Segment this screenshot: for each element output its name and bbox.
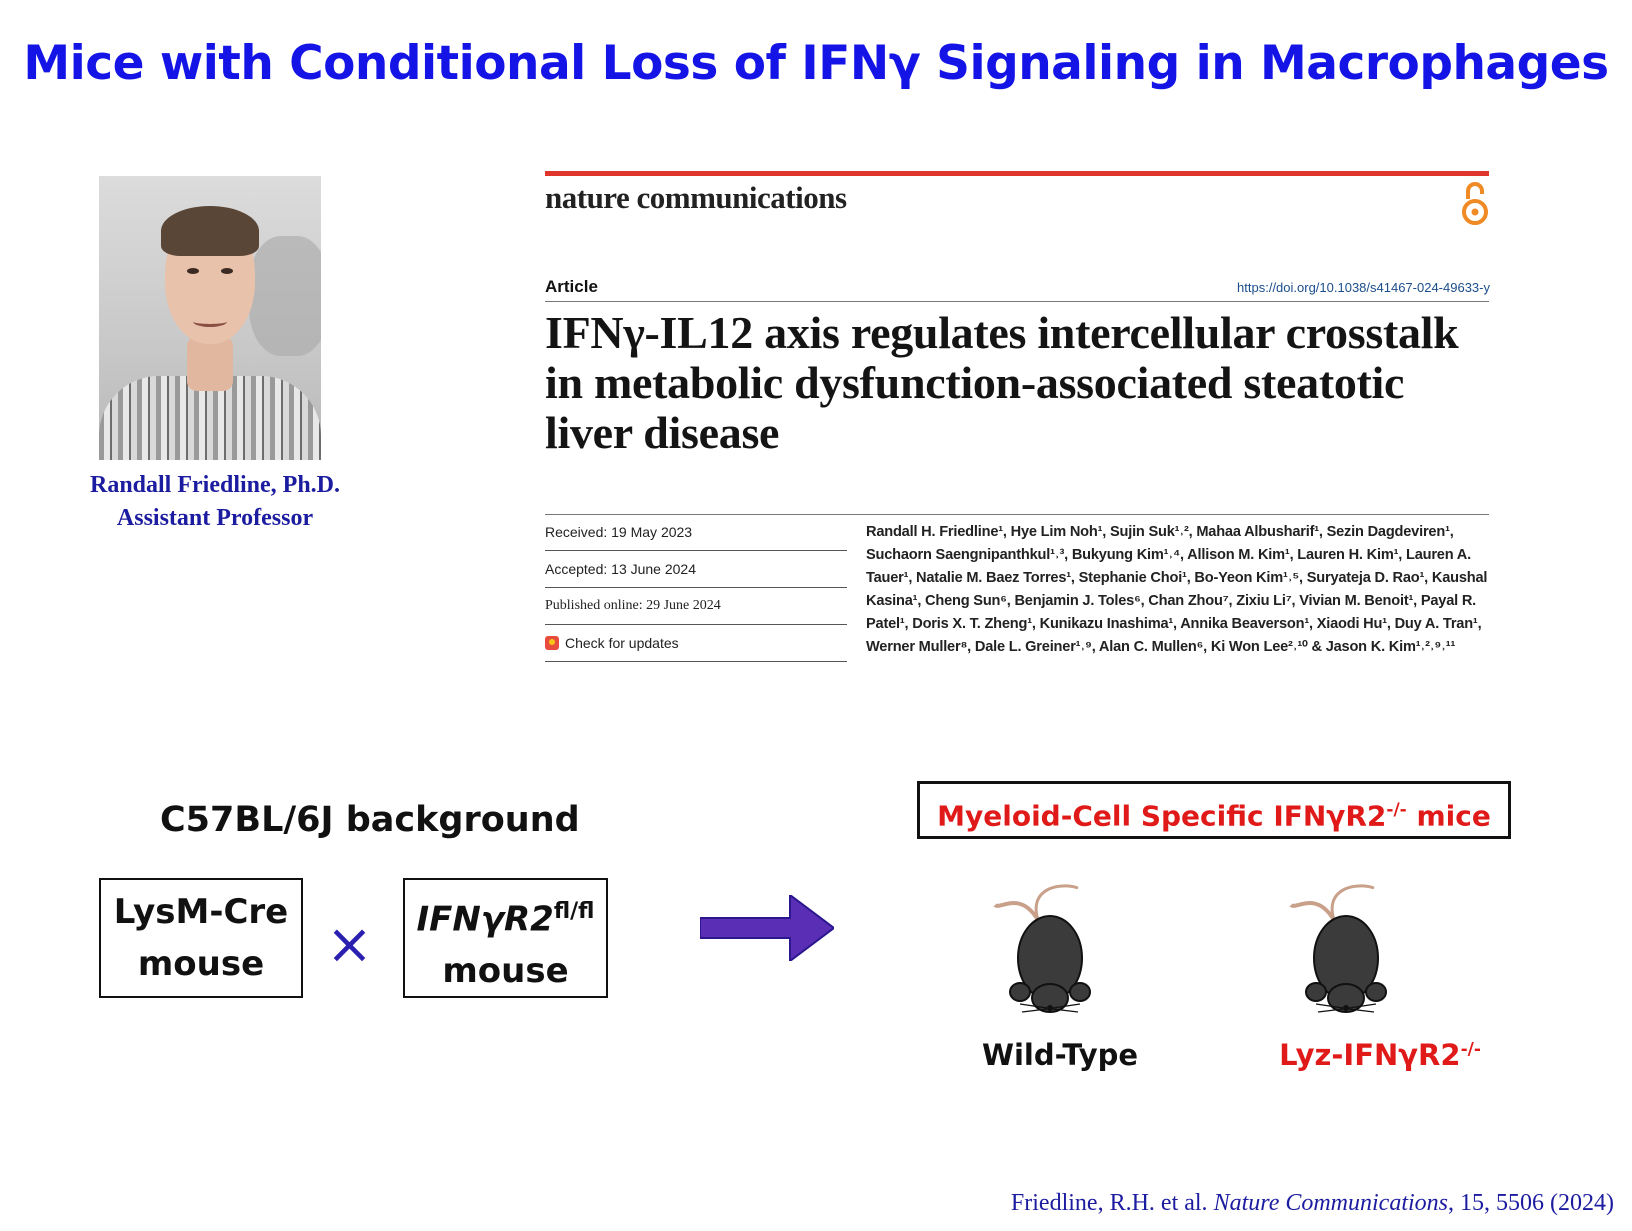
citation-authors: Friedline, R.H. et al. <box>1010 1190 1214 1216</box>
slide-title: Mice with Conditional Loss of IFNγ Signa… <box>23 36 1609 91</box>
mouse-icon <box>993 884 1091 1013</box>
right-arrow-icon <box>700 895 834 961</box>
citation-journal: Nature Communications <box>1213 1190 1449 1216</box>
journal-name: nature communications <box>545 180 847 215</box>
result-title-box: Myeloid-Cell Specific IFNγR2-/- mice <box>917 781 1511 839</box>
mouse-icon <box>1289 884 1387 1013</box>
ifngr2-flox-box: IFNγR2fl/fl mouse <box>403 878 608 998</box>
check-updates-label: Check for updates <box>565 635 679 651</box>
published-date: Published online: 29 June 2024 <box>545 588 847 625</box>
open-access-icon <box>1462 182 1488 225</box>
divider <box>545 301 1489 302</box>
box1-line2: mouse <box>137 944 265 984</box>
person-role: Assistant Professor <box>116 505 314 531</box>
result-title: Myeloid-Cell Specific IFNγR2 <box>937 799 1387 833</box>
doi-link[interactable]: https://doi.org/10.1038/s41467-024-49633… <box>1237 280 1490 295</box>
divider <box>545 514 1489 515</box>
lysm-cre-box: LysM-Cre mouse <box>99 878 303 998</box>
received-date: Received: 19 May 2023 <box>545 514 847 551</box>
wild-type-label: Wild-Type <box>981 1038 1139 1072</box>
result-suffix: mice <box>1406 799 1491 833</box>
result-superscript: -/- <box>1386 800 1407 820</box>
accepted-date: Accepted: 13 June 2024 <box>545 551 847 588</box>
article-type-label: Article <box>545 277 598 296</box>
person-name: Randall Friedline, Ph.D. <box>89 472 341 498</box>
box2-line2: mouse <box>442 951 569 992</box>
citation: Friedline, R.H. et al. Nature Communicat… <box>1011 1190 1614 1217</box>
article-dates: Received: 19 May 2023 Accepted: 13 June … <box>545 514 847 662</box>
background-strain-label: C57BL/6J background <box>160 800 580 840</box>
box2-superscript: fl/fl <box>553 899 595 924</box>
portrait-photo <box>99 176 321 460</box>
journal-red-bar <box>545 171 1489 176</box>
knockout-superscript: -/- <box>1460 1039 1481 1060</box>
knockout-label: Lyz-IFNγR2-/- <box>1230 1038 1530 1072</box>
knockout-label-text: Lyz-IFNγR2 <box>1279 1038 1461 1072</box>
citation-details: , 15, 5506 (2024) <box>1448 1190 1614 1216</box>
cross-icon: × <box>326 912 373 977</box>
box2-gene: IFNγR2 <box>416 899 554 940</box>
check-updates-icon <box>545 636 559 650</box>
author-list: Randall H. Friedline¹, Hye Lim Noh¹, Suj… <box>866 524 1488 655</box>
box1-line1: LysM-Cre <box>113 892 289 932</box>
article-title: IFNγ-IL12 axis regulates intercellular c… <box>545 307 1459 458</box>
check-updates[interactable]: Check for updates <box>545 625 847 662</box>
